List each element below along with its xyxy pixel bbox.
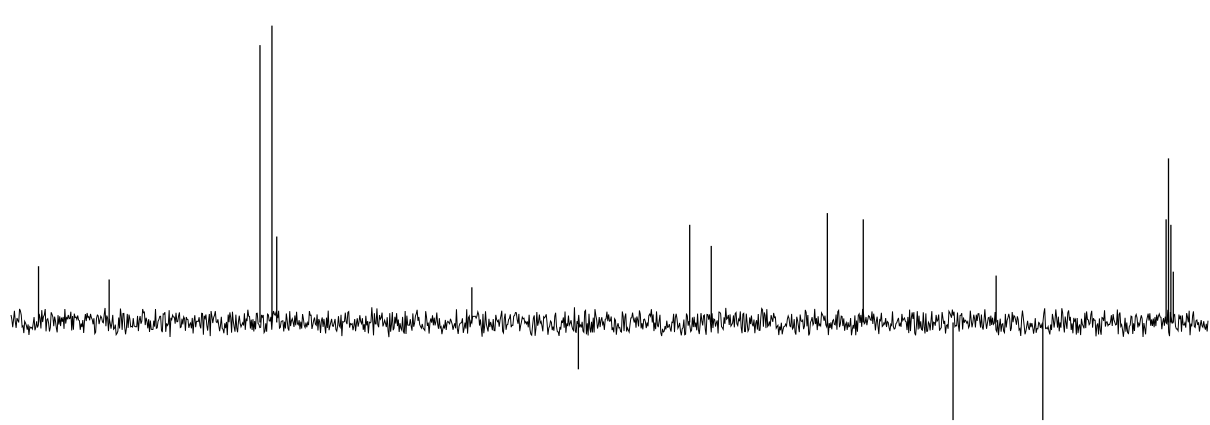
spectrum-baseline-trace [10, 307, 1209, 338]
baseline-noise-layer [10, 307, 1209, 338]
peak-layer [37, 25, 1174, 421]
